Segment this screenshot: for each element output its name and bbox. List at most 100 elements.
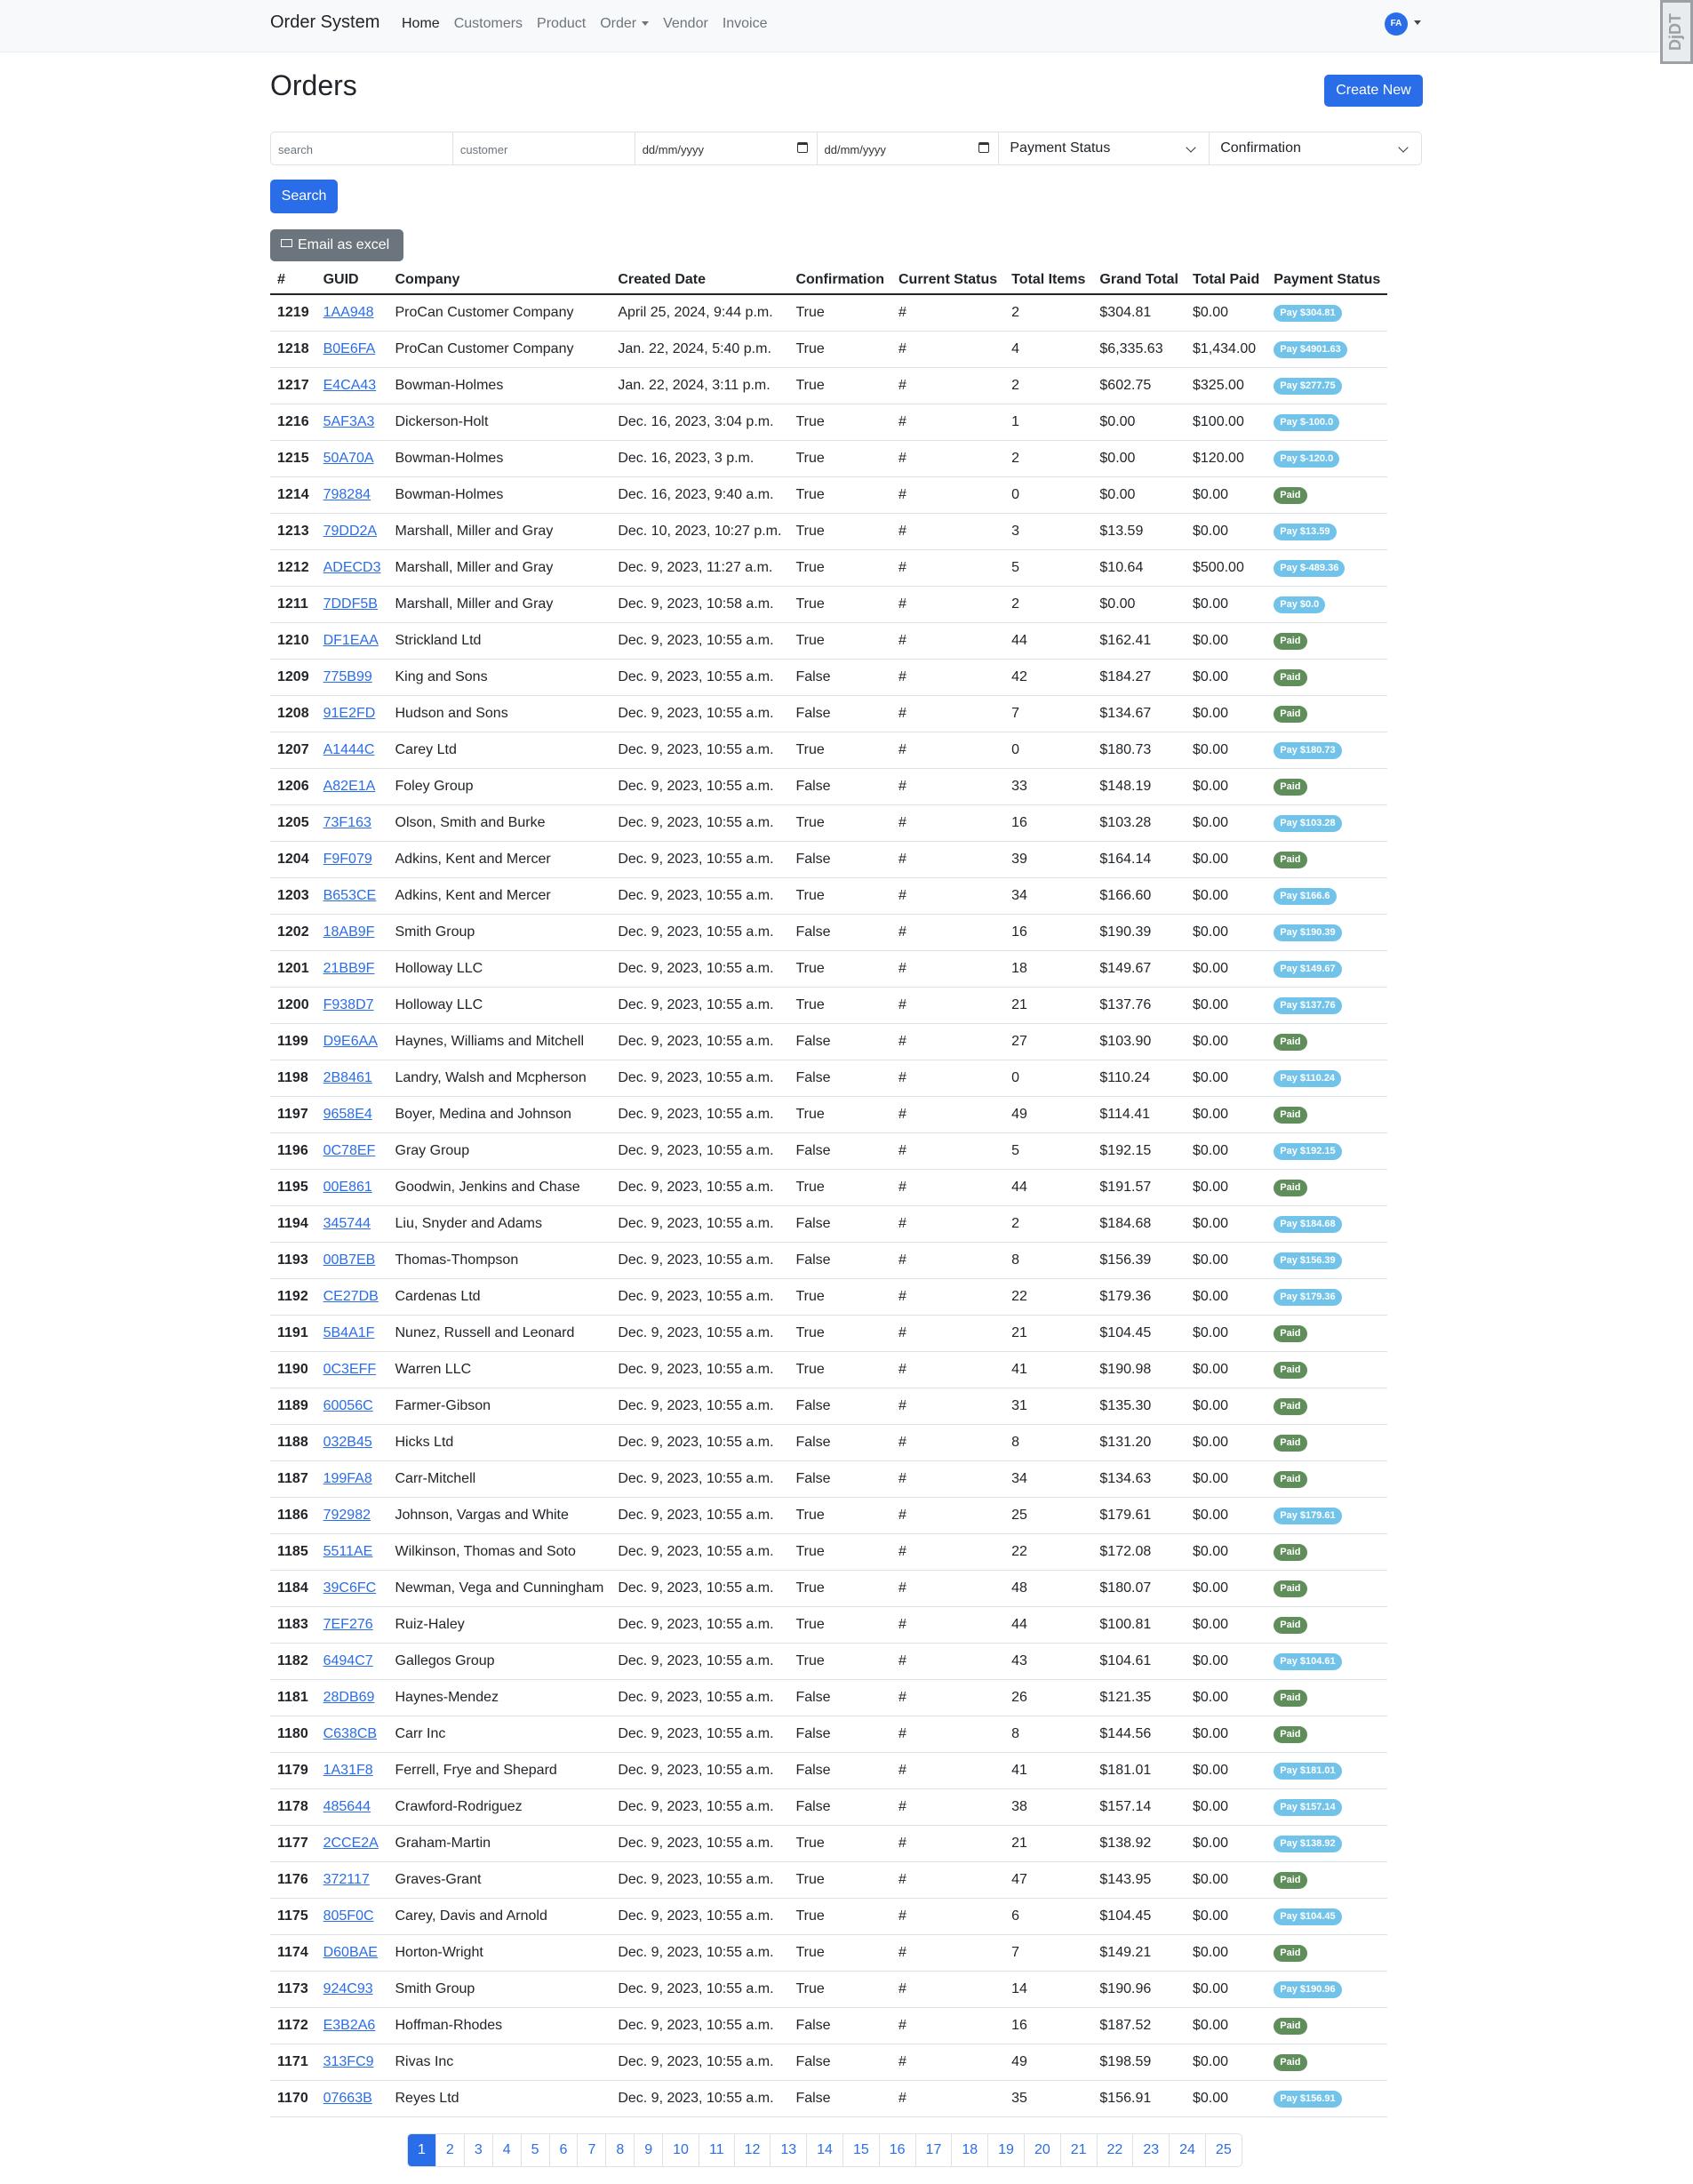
- pay-badge[interactable]: Pay $157.14: [1274, 1799, 1342, 1816]
- guid-link[interactable]: 7DDF5B: [323, 596, 378, 612]
- nav-customers[interactable]: Customers: [453, 16, 523, 31]
- guid-link[interactable]: 28DB69: [323, 1690, 375, 1705]
- page-link[interactable]: 1: [408, 2134, 436, 2166]
- guid-link[interactable]: 313FC9: [323, 2054, 374, 2069]
- pay-badge[interactable]: Pay $138.92: [1274, 1836, 1342, 1852]
- guid-link[interactable]: 21BB9F: [323, 961, 375, 976]
- guid-link[interactable]: F938D7: [323, 997, 374, 1012]
- guid-link[interactable]: 1A31F8: [323, 1763, 373, 1778]
- guid-link[interactable]: 5511AE: [323, 1544, 373, 1559]
- page-link[interactable]: 2: [436, 2134, 465, 2166]
- guid-link[interactable]: 2CCE2A: [323, 1836, 379, 1851]
- customer-input[interactable]: customer: [453, 132, 635, 164]
- guid-link[interactable]: 485644: [323, 1799, 371, 1814]
- guid-link[interactable]: 79DD2A: [323, 524, 378, 539]
- page-link[interactable]: 6: [550, 2134, 579, 2166]
- page-link[interactable]: 19: [988, 2134, 1025, 2166]
- guid-link[interactable]: 39C6FC: [323, 1580, 377, 1596]
- pay-badge[interactable]: Pay $104.45: [1274, 1908, 1342, 1925]
- pay-badge[interactable]: Pay $190.96: [1274, 1981, 1342, 1998]
- guid-link[interactable]: 60056C: [323, 1398, 373, 1413]
- nav-order-dropdown[interactable]: Order: [600, 16, 650, 32]
- page-link[interactable]: 23: [1133, 2134, 1170, 2166]
- nav-product[interactable]: Product: [537, 16, 587, 31]
- calendar-icon[interactable]: [796, 142, 808, 153]
- page-link[interactable]: 7: [578, 2134, 607, 2166]
- pay-badge[interactable]: Pay $166.6: [1274, 888, 1337, 905]
- page-link[interactable]: 15: [843, 2134, 880, 2166]
- guid-link[interactable]: 91E2FD: [323, 706, 376, 721]
- pay-badge[interactable]: Pay $181.01: [1274, 1763, 1342, 1780]
- page-link[interactable]: 10: [663, 2134, 699, 2166]
- brand-link[interactable]: Order System: [270, 12, 380, 32]
- guid-link[interactable]: CE27DB: [323, 1289, 379, 1304]
- page-link[interactable]: 18: [952, 2134, 989, 2166]
- avatar-chevron-down-icon[interactable]: [1414, 20, 1421, 25]
- calendar-icon[interactable]: [978, 142, 990, 153]
- guid-link[interactable]: 2B8461: [323, 1070, 372, 1085]
- guid-link[interactable]: 0C3EFF: [323, 1362, 377, 1377]
- guid-link[interactable]: 805F0C: [323, 1908, 374, 1924]
- page-link[interactable]: 24: [1170, 2134, 1206, 2166]
- pay-badge[interactable]: Pay $149.67: [1274, 961, 1342, 978]
- user-avatar[interactable]: FA: [1385, 12, 1408, 36]
- email-excel-button[interactable]: Email as excel: [270, 229, 403, 261]
- page-link[interactable]: 17: [916, 2134, 953, 2166]
- guid-link[interactable]: E3B2A6: [323, 2018, 376, 2033]
- create-new-button[interactable]: Create New: [1324, 75, 1423, 107]
- nav-home[interactable]: Home: [402, 16, 440, 31]
- guid-link[interactable]: 5B4A1F: [323, 1325, 375, 1340]
- pay-badge[interactable]: Pay $156.39: [1274, 1252, 1342, 1269]
- guid-link[interactable]: 18AB9F: [323, 924, 375, 940]
- guid-link[interactable]: A1444C: [323, 742, 375, 757]
- pay-badge[interactable]: Pay $184.68: [1274, 1216, 1342, 1233]
- guid-link[interactable]: 07663B: [323, 2091, 372, 2106]
- pay-badge[interactable]: Pay $190.39: [1274, 924, 1342, 941]
- guid-link[interactable]: 7EF276: [323, 1617, 373, 1632]
- guid-link[interactable]: 00B7EB: [323, 1252, 376, 1268]
- debug-toolbar-handle[interactable]: DjDT: [1660, 0, 1693, 64]
- pay-badge[interactable]: Pay $-100.0: [1274, 414, 1340, 431]
- page-link[interactable]: 14: [807, 2134, 843, 2166]
- page-link[interactable]: 8: [606, 2134, 635, 2166]
- pay-badge[interactable]: Pay $-489.36: [1274, 560, 1346, 577]
- guid-link[interactable]: 73F163: [323, 815, 371, 830]
- nav-vendor[interactable]: Vendor: [663, 16, 708, 31]
- guid-link[interactable]: 792982: [323, 1508, 371, 1523]
- guid-link[interactable]: 372117: [323, 1872, 370, 1887]
- pay-badge[interactable]: Pay $304.81: [1274, 305, 1342, 322]
- pay-badge[interactable]: Pay $4901.63: [1274, 341, 1347, 358]
- guid-link[interactable]: ADECD3: [323, 560, 381, 575]
- guid-link[interactable]: 924C93: [323, 1981, 373, 1996]
- pay-badge[interactable]: Pay $192.15: [1274, 1143, 1342, 1160]
- pay-badge[interactable]: Pay $104.61: [1274, 1653, 1342, 1670]
- guid-link[interactable]: E4CA43: [323, 378, 377, 393]
- pay-badge[interactable]: Pay $137.76: [1274, 997, 1342, 1014]
- nav-invoice[interactable]: Invoice: [722, 16, 768, 31]
- guid-link[interactable]: 798284: [323, 487, 371, 502]
- guid-link[interactable]: 032B45: [323, 1435, 372, 1450]
- page-link[interactable]: 12: [735, 2134, 771, 2166]
- pay-badge[interactable]: Pay $156.91: [1274, 2091, 1342, 2108]
- guid-link[interactable]: DF1EAA: [323, 633, 379, 648]
- page-link[interactable]: 25: [1215, 2142, 1232, 2157]
- guid-link[interactable]: D60BAE: [323, 1945, 378, 1960]
- date-to-input[interactable]: dd/mm/yyyy: [818, 132, 1000, 164]
- confirmation-select[interactable]: Confirmation: [1210, 132, 1421, 164]
- page-link[interactable]: 13: [771, 2134, 808, 2166]
- page-link[interactable]: 11: [699, 2134, 735, 2166]
- search-button[interactable]: Search: [270, 180, 338, 213]
- guid-link[interactable]: 199FA8: [323, 1471, 372, 1486]
- guid-link[interactable]: F9F079: [323, 852, 372, 867]
- page-link[interactable]: 20: [1025, 2134, 1061, 2166]
- pay-badge[interactable]: Pay $179.61: [1274, 1508, 1342, 1524]
- guid-link[interactable]: B653CE: [323, 888, 377, 903]
- guid-link[interactable]: 50A70A: [323, 451, 374, 466]
- pay-badge[interactable]: Pay $110.24: [1274, 1070, 1342, 1087]
- guid-link[interactable]: D9E6AA: [323, 1034, 378, 1049]
- payment-status-select[interactable]: Payment Status: [999, 132, 1210, 164]
- page-link[interactable]: 3: [465, 2134, 493, 2166]
- guid-link[interactable]: B0E6FA: [323, 341, 376, 356]
- pay-badge[interactable]: Pay $13.59: [1274, 524, 1337, 540]
- guid-link[interactable]: 6494C7: [323, 1653, 373, 1668]
